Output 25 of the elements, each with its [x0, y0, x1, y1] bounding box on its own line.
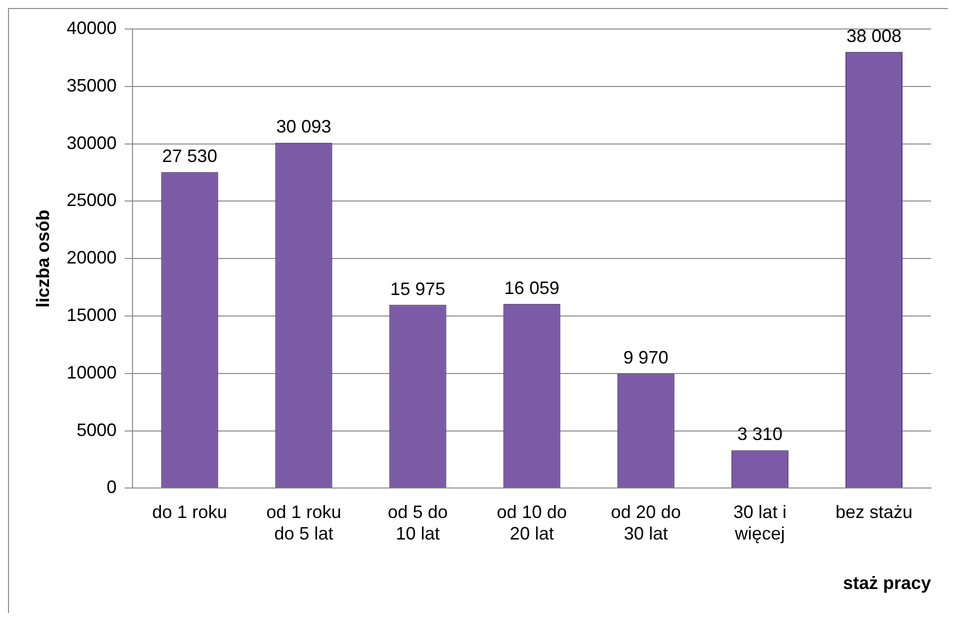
- x-tick-label: od 5 do 10 lat: [388, 502, 448, 544]
- x-tick-label: od 10 do 20 lat: [496, 502, 567, 544]
- data-label: 27 530: [162, 146, 218, 166]
- x-tick-label: bez stażu: [835, 502, 912, 522]
- y-tick-label: 25000: [66, 190, 117, 210]
- y-tick-label: 20000: [66, 248, 117, 268]
- y-tick-label: 5000: [76, 420, 117, 440]
- x-tick-label: od 20 do 30 lat: [610, 502, 681, 544]
- data-label: 38 008: [846, 26, 902, 46]
- data-label: 3 310: [737, 424, 782, 444]
- y-tick-label: 10000: [66, 362, 117, 382]
- y-axis-title: liczba osób: [32, 210, 53, 308]
- x-tick-label: do 1 roku: [152, 502, 228, 522]
- x-tick-label: od 1 roku do 5 lat: [266, 502, 342, 544]
- y-tick-label: 0: [106, 477, 117, 498]
- x-tick-label: 30 lat i więcej: [733, 502, 786, 544]
- x-axis-title: staż pracy: [842, 573, 931, 594]
- y-tick-label: 40000: [66, 18, 117, 38]
- y-tick-label: 15000: [66, 304, 117, 325]
- y-tick-label: 35000: [66, 75, 117, 96]
- data-label: 16 059: [504, 278, 560, 298]
- data-label: 30 093: [276, 116, 332, 137]
- data-label: 9 970: [623, 348, 668, 368]
- data-label: 15 975: [390, 278, 446, 299]
- y-tick-label: 30000: [66, 132, 117, 153]
